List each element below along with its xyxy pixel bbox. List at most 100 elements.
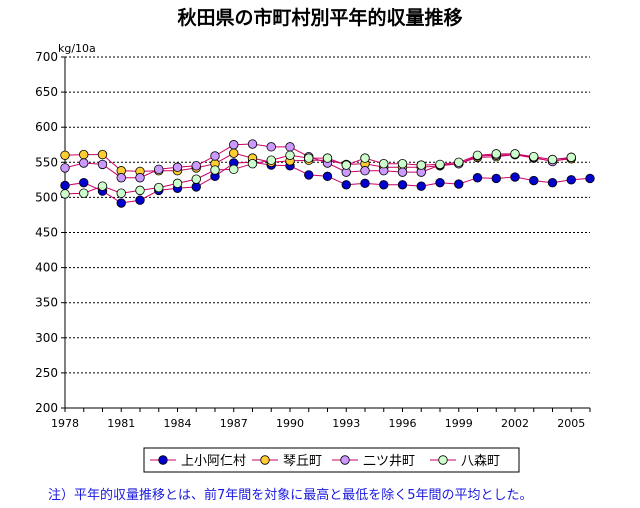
y-tick-label-300: 300 (35, 331, 58, 345)
y-tick-label-200: 200 (35, 401, 58, 415)
axis-layer: 200 250 300 350 400 450 500 550 600 650 700 1978 198… (35, 50, 591, 430)
data-point-s1-1992 (322, 171, 333, 182)
data-point-s4-1994 (360, 153, 370, 163)
data-point-s1-1999 (454, 179, 464, 189)
x-tick-label-1993: 1993 (332, 417, 360, 430)
y-tick-label-600: 600 (35, 120, 58, 134)
data-point-s4-1985 (191, 174, 201, 184)
data-point-s4-1998 (435, 159, 445, 170)
y-tick-label-700: 700 (35, 50, 58, 64)
data-point-s1-1978 (60, 180, 70, 191)
data-point-s3-1988 (247, 139, 258, 149)
data-point-s4-1982 (135, 185, 145, 196)
data-point-s4-1981 (116, 188, 126, 198)
data-point-s4-2002 (510, 149, 520, 159)
data-point-s3-1996 (397, 167, 408, 177)
data-point-s4-1984 (172, 178, 183, 189)
data-point-s1-1979 (79, 177, 89, 188)
legend-marker-4 (438, 455, 448, 465)
data-point-s4-1991 (304, 153, 314, 163)
data-point-s1-2004 (547, 177, 558, 188)
footnote: 注）平年的収量推移とは、前7年間を対象に最高と最低を除く5年間の平均とした。 (48, 488, 533, 503)
legend: 上小阿仁村 琴丘町 二ツ井町 八森町 (143, 447, 520, 473)
data-point-s4-1986 (210, 165, 220, 175)
data-point-s4-1983 (154, 182, 164, 193)
data-point-s1-1985 (191, 182, 201, 192)
legend-box (143, 447, 520, 473)
y-tick-label-500: 500 (35, 190, 58, 204)
y-tick-label-650: 650 (35, 85, 58, 99)
data-point-s4-1990 (285, 150, 295, 160)
y-tick-label-350: 350 (35, 296, 58, 310)
data-point-s3-1985 (191, 161, 201, 171)
data-point-s3-1980 (97, 159, 108, 170)
series-layer (60, 139, 595, 208)
y-tick-label-250: 250 (35, 366, 58, 380)
data-point-s4-2005 (566, 152, 576, 163)
data-point-s3-1983 (154, 164, 164, 175)
legend-label-2: 琴丘町 (283, 454, 322, 469)
data-point-s1-1996 (397, 180, 408, 190)
data-point-s4-1988 (247, 159, 258, 169)
x-tick-label-2002: 2002 (501, 417, 529, 430)
data-point-s3-1987 (229, 140, 239, 150)
data-point-s4-1989 (266, 155, 276, 165)
data-point-s3-1989 (266, 142, 276, 152)
data-point-s1-1993 (341, 180, 351, 190)
data-point-s3-1979 (79, 158, 89, 168)
x-tick-label-1990: 1990 (276, 417, 304, 430)
data-point-s1-1997 (416, 181, 426, 191)
x-tick-label-1984: 1984 (164, 417, 192, 430)
data-point-s4-2003 (529, 151, 539, 162)
data-point-s4-1996 (397, 159, 408, 169)
data-point-s1-2001 (491, 173, 501, 184)
data-point-s4-1979 (79, 188, 89, 198)
data-point-s4-2001 (491, 149, 501, 159)
x-tick-label-2005: 2005 (557, 417, 585, 430)
data-point-s4-1995 (379, 159, 389, 169)
data-point-s4-1993 (341, 160, 351, 170)
chart-title: 秋田県の市町村別平年的収量推移 (177, 6, 462, 29)
data-point-s4-2000 (472, 150, 483, 160)
data-point-s1-1981 (116, 198, 126, 208)
data-point-s1-1998 (435, 177, 445, 188)
data-point-s1-2000 (472, 173, 483, 183)
data-point-s1-2006 (585, 173, 595, 184)
x-tick-label-1987: 1987 (220, 417, 248, 430)
data-point-s4-1980 (97, 181, 108, 191)
data-point-s2-1980 (97, 149, 108, 160)
data-point-s3-1978 (60, 163, 70, 173)
data-point-s3-1982 (135, 173, 145, 183)
grid-layer (65, 56, 590, 374)
data-point-s3-1981 (116, 173, 126, 183)
x-tick-label-1978: 1978 (51, 417, 79, 430)
data-point-s4-1997 (416, 160, 426, 170)
data-point-s1-1995 (379, 180, 389, 190)
x-tick-label-1981: 1981 (107, 417, 135, 430)
data-point-s4-1999 (454, 157, 464, 168)
series-line-4 (64, 153, 572, 195)
data-point-s3-1984 (172, 162, 183, 172)
y-tick-label-450: 450 (35, 226, 58, 240)
legend-label-3: 二ツ井町 (363, 454, 415, 469)
series-line-1 (64, 161, 591, 204)
data-point-s2-1978 (60, 150, 70, 160)
data-point-s4-1987 (229, 164, 239, 175)
y-axis-unit: kg/10a (58, 42, 96, 55)
legend-label-1: 上小阿仁村 (181, 454, 246, 469)
data-point-s4-2004 (547, 154, 558, 165)
data-point-s1-2005 (566, 175, 576, 185)
data-point-s4-1978 (60, 189, 70, 199)
legend-marker-2 (260, 455, 270, 465)
y-tick-label-400: 400 (35, 261, 58, 275)
data-point-s2-1987 (229, 148, 239, 158)
data-point-s4-1992 (322, 153, 333, 163)
data-point-s1-1991 (304, 170, 314, 180)
data-point-s1-1994 (360, 178, 370, 189)
x-tick-label-1999: 1999 (445, 417, 473, 430)
x-tick-label-1996: 1996 (389, 417, 417, 430)
data-point-s1-2003 (529, 175, 539, 186)
y-tick-label-550: 550 (35, 155, 58, 169)
